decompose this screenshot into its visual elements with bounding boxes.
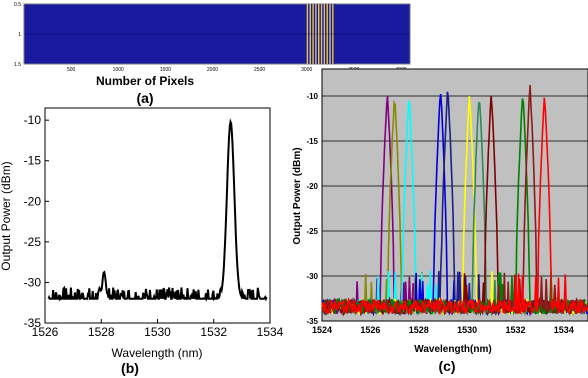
panel-b-series-line xyxy=(47,118,268,302)
panel-c: 1524 1526 1528 1530 1532 1534 -10 -15 -20 -25 -30 -… xyxy=(292,68,588,374)
panel-c-xtick-label: 1526 xyxy=(360,325,380,335)
panel-b-ticks: 1526 1528 1530 1532 1534 -10 -15 -20 -25 -30 -35 xyxy=(24,113,284,339)
panel-b-xtick-label: 1532 xyxy=(200,325,227,339)
panel-b-series xyxy=(47,118,268,302)
panel-c-xtick-label: 1528 xyxy=(409,325,429,335)
panel-b-label: (b) xyxy=(121,360,139,376)
panel-c-label: (c) xyxy=(438,358,455,374)
panel-a-label: (a) xyxy=(136,90,153,106)
panel-a-xtick-label: 2500 xyxy=(254,67,265,73)
panel-c-series-line xyxy=(321,97,588,316)
panel-b-ytick-label: -25 xyxy=(24,235,42,249)
panel-a-xtick-label: 1000 xyxy=(113,67,124,73)
panel-c-ticks: 1524 1526 1528 1530 1532 1534 -10 -15 -20 -25 -30 -… xyxy=(306,92,573,335)
panel-c-xtick-label: 1530 xyxy=(457,325,477,335)
panel-a-xlabel: Number of Pixels xyxy=(96,74,194,88)
panel-b-ytick-label: -35 xyxy=(24,316,42,330)
panel-c-xtick-label: 1532 xyxy=(505,325,525,335)
panel-b-ytick-label: -20 xyxy=(24,194,42,208)
panel-c-ytick-label: -30 xyxy=(306,272,318,281)
panel-c-ytick-label: -20 xyxy=(306,182,318,191)
panel-c-ytick-label: -15 xyxy=(306,137,318,146)
panel-a-ytick-label: 1 xyxy=(18,32,21,38)
panel-c-series xyxy=(321,84,588,317)
panel-c-ytick-label: -25 xyxy=(306,227,318,236)
panel-a-xtick-label: 2000 xyxy=(207,67,218,73)
panel-a-ytick-label: 1.5 xyxy=(14,62,21,68)
panel-b-xtick-label: 1530 xyxy=(144,325,171,339)
panel-c-ylabel: Output Power (dBm) xyxy=(292,147,303,244)
panel-b-ytick-label: -30 xyxy=(24,275,42,289)
panel-b-ytick-label: -10 xyxy=(24,113,42,127)
panel-a-xtick-label: 500 xyxy=(67,67,76,73)
panel-b-ytick-label: -15 xyxy=(24,154,42,168)
panel-c-ytick-label: -35 xyxy=(306,317,318,326)
panel-b-xtick-label: 1528 xyxy=(88,325,115,339)
panel-a-xtick-label: 1500 xyxy=(160,67,171,73)
panel-a-xtick-label: 3000 xyxy=(301,67,312,73)
panel-c-xtick-label: 1534 xyxy=(554,325,574,335)
panel-c-xtick-label: 1524 xyxy=(312,325,332,335)
panel-b-xlabel: Wavelength (nm) xyxy=(112,346,203,360)
panel-b-xtick-label: 1526 xyxy=(32,325,59,339)
panel-b: 1526 1528 1530 1532 1534 -10 -15 -20 -25 -30 -35 W… xyxy=(0,107,284,376)
panel-a: 50010001500200025003000350040000.511.5 N… xyxy=(14,2,411,106)
panel-c-xlabel: Wavelength(nm) xyxy=(414,344,491,355)
panel-a-ytick-label: 0.5 xyxy=(14,2,21,8)
panel-b-ylabel: Output Power (dBm) xyxy=(0,161,13,270)
panel-b-xtick-label: 1534 xyxy=(257,325,284,339)
panel-c-ytick-label: -10 xyxy=(306,92,318,101)
